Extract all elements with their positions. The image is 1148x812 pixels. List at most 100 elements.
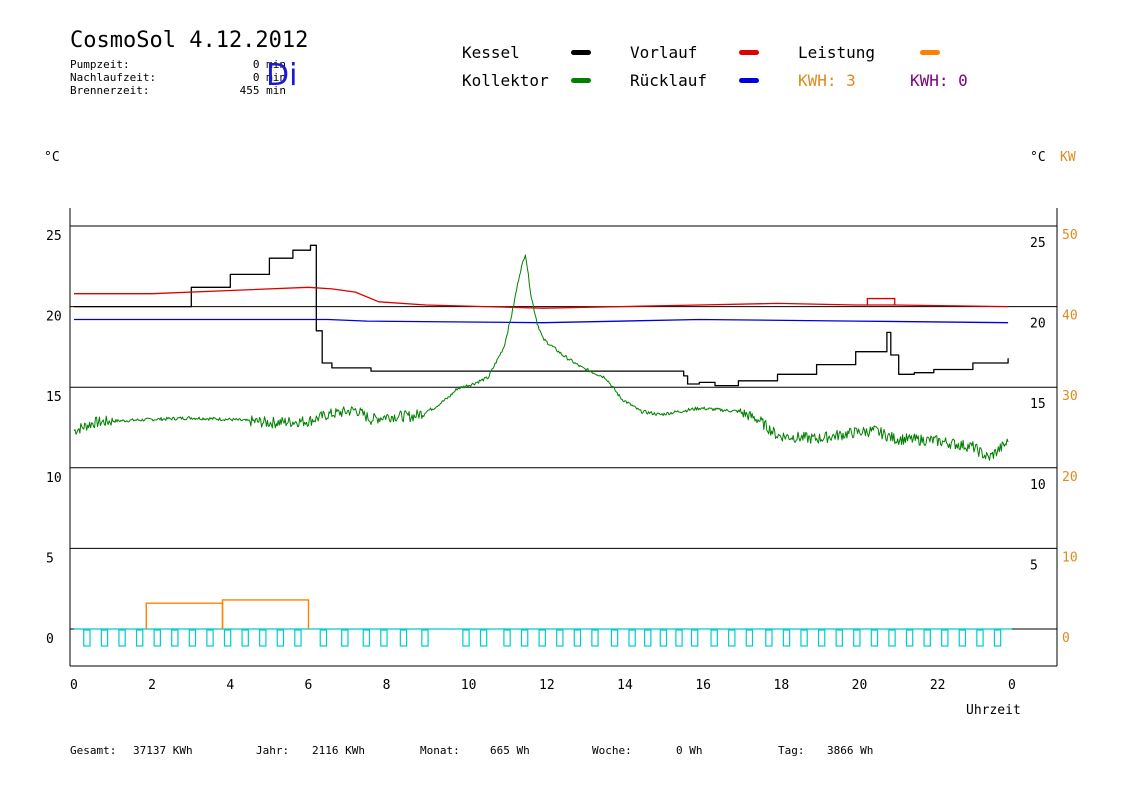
pump-pulse bbox=[800, 629, 808, 647]
pump-pulse bbox=[628, 629, 636, 647]
pump-pulses bbox=[74, 628, 1012, 647]
legend-vorlauf-swatch bbox=[739, 50, 759, 55]
pump-pulse bbox=[421, 629, 429, 647]
pump-pulse bbox=[135, 629, 144, 647]
series-line-kessel bbox=[74, 244, 1009, 387]
pump-pulse bbox=[853, 629, 861, 647]
y-axis-right-unit: °C bbox=[1030, 150, 1046, 165]
pump-pulse bbox=[83, 629, 91, 647]
pump-pulse bbox=[380, 629, 388, 647]
x-tick-label: 20 bbox=[852, 678, 868, 693]
pump-pulse bbox=[659, 629, 668, 647]
pump-pulse bbox=[171, 629, 179, 647]
pump-pulse bbox=[941, 629, 949, 647]
pump-pulse bbox=[765, 629, 773, 647]
footer-monat-label: Monat: bbox=[420, 744, 460, 757]
pump-pulse bbox=[923, 629, 931, 647]
info-label: Nachlaufzeit: bbox=[70, 71, 157, 84]
legend-vorlauf-label: Vorlauf bbox=[630, 43, 698, 62]
y-tick-label-kw: 10 bbox=[1062, 550, 1078, 565]
y-axis-kw-unit: KW bbox=[1060, 150, 1076, 165]
legend-ruecklauf-label: Rücklauf bbox=[630, 71, 708, 90]
series-line-kollektor bbox=[73, 254, 1009, 461]
y-tick-label-left: 5 bbox=[46, 551, 54, 566]
legend-ruecklauf-swatch bbox=[739, 78, 759, 83]
pump-pulse bbox=[888, 629, 896, 647]
x-axis-label: Uhrzeit bbox=[966, 703, 1021, 718]
x-tick-label: 0 bbox=[1008, 678, 1016, 693]
pump-pulse bbox=[870, 629, 879, 647]
pump-pulse bbox=[294, 629, 302, 647]
y-tick-label-kw: 40 bbox=[1062, 309, 1078, 324]
pump-pulse bbox=[690, 629, 699, 647]
pump-pulse bbox=[610, 629, 619, 647]
x-tick-label: 2 bbox=[148, 678, 156, 693]
pump-pulse bbox=[976, 629, 984, 647]
pump-pulse bbox=[503, 629, 511, 647]
pump-pulse bbox=[958, 629, 967, 647]
pump-pulse bbox=[644, 629, 652, 647]
x-tick-label: 18 bbox=[774, 678, 790, 693]
pump-pulse bbox=[538, 629, 546, 647]
x-tick-label: 12 bbox=[539, 678, 555, 693]
pump-pulse bbox=[153, 629, 161, 647]
x-tick-label: 22 bbox=[930, 678, 946, 693]
info-label: Brennerzeit: bbox=[70, 84, 150, 97]
weekday-label: Di bbox=[266, 58, 298, 93]
footer-woche-label: Woche: bbox=[592, 744, 632, 757]
pump-pulse bbox=[362, 629, 371, 647]
info-value: 0 min bbox=[252, 71, 286, 84]
info-label: Pumpzeit: bbox=[70, 58, 130, 71]
info-value: 455 min bbox=[239, 84, 286, 97]
footer-monat-value: 665 Wh bbox=[490, 744, 530, 757]
pump-pulse bbox=[817, 629, 826, 647]
pump-pulse bbox=[728, 629, 736, 647]
tick-labels: 0 2 4 6 8 10 12 14 16 18 20 22 0 0 5 10 15 20 25 5 10 15 20 25 0… bbox=[46, 228, 1078, 693]
x-tick-label: 10 bbox=[461, 678, 477, 693]
footer-jahr-label: Jahr: bbox=[256, 744, 290, 757]
pump-pulse bbox=[993, 629, 1002, 647]
chart-axes bbox=[69, 208, 1058, 667]
chart-title: CosmoSol 4.12.2012 bbox=[70, 28, 309, 53]
pump-pulse bbox=[100, 629, 109, 647]
pump-pulse bbox=[782, 629, 791, 647]
x-tick-label: 16 bbox=[695, 678, 711, 693]
legend-kessel-label: Kessel bbox=[462, 43, 520, 62]
y-tick-label-kw: 20 bbox=[1062, 470, 1078, 485]
legend-kessel-swatch bbox=[571, 50, 591, 55]
y-tick-label-left: 0 bbox=[46, 632, 54, 647]
pump-pulse bbox=[905, 629, 914, 647]
y-tick-label-left: 10 bbox=[46, 471, 62, 486]
legend-kollektor-label: Kollektor bbox=[462, 71, 549, 90]
info-value: 0 min bbox=[252, 58, 286, 71]
footer-gesamt-label: Gesamt: bbox=[70, 744, 117, 757]
y-axis-left-unit: °C bbox=[44, 150, 60, 165]
x-tick-label: 14 bbox=[617, 678, 633, 693]
legend-leistung-label: Leistung bbox=[798, 43, 876, 62]
y-tick-label-right: 15 bbox=[1030, 397, 1046, 412]
series-line-ruecklauf bbox=[74, 318, 1009, 324]
chart-grid bbox=[70, 225, 1057, 630]
y-tick-label-kw: 50 bbox=[1062, 228, 1078, 243]
y-tick-label-right: 10 bbox=[1030, 478, 1046, 493]
pump-pulse bbox=[710, 629, 718, 647]
pump-pulse bbox=[835, 629, 843, 647]
temperature-series bbox=[73, 244, 1009, 461]
footer-jahr-value: 2116 KWh bbox=[312, 744, 365, 757]
pump-pulse bbox=[241, 629, 249, 647]
footer-woche-value: 0 Wh bbox=[676, 744, 703, 757]
pump-pulse bbox=[341, 629, 349, 647]
y-tick-label-left: 20 bbox=[46, 310, 62, 325]
y-tick-label-right: 20 bbox=[1030, 317, 1046, 332]
power-series bbox=[145, 599, 310, 629]
y-tick-label-kw: 0 bbox=[1062, 631, 1070, 646]
power-segment bbox=[221, 599, 310, 629]
pump-pulse bbox=[276, 629, 285, 647]
footer-tag-value: 3866 Wh bbox=[827, 744, 874, 757]
legend-kwh-purple: KWH: 0 bbox=[910, 71, 968, 90]
series-line-vorlauf bbox=[74, 286, 1009, 309]
pump-pulse bbox=[556, 629, 564, 647]
info-row-brennerzeit: Brennerzeit: 455 min bbox=[70, 84, 286, 97]
pump-pulse bbox=[319, 629, 328, 647]
series-marker-vorlauf bbox=[866, 297, 896, 305]
